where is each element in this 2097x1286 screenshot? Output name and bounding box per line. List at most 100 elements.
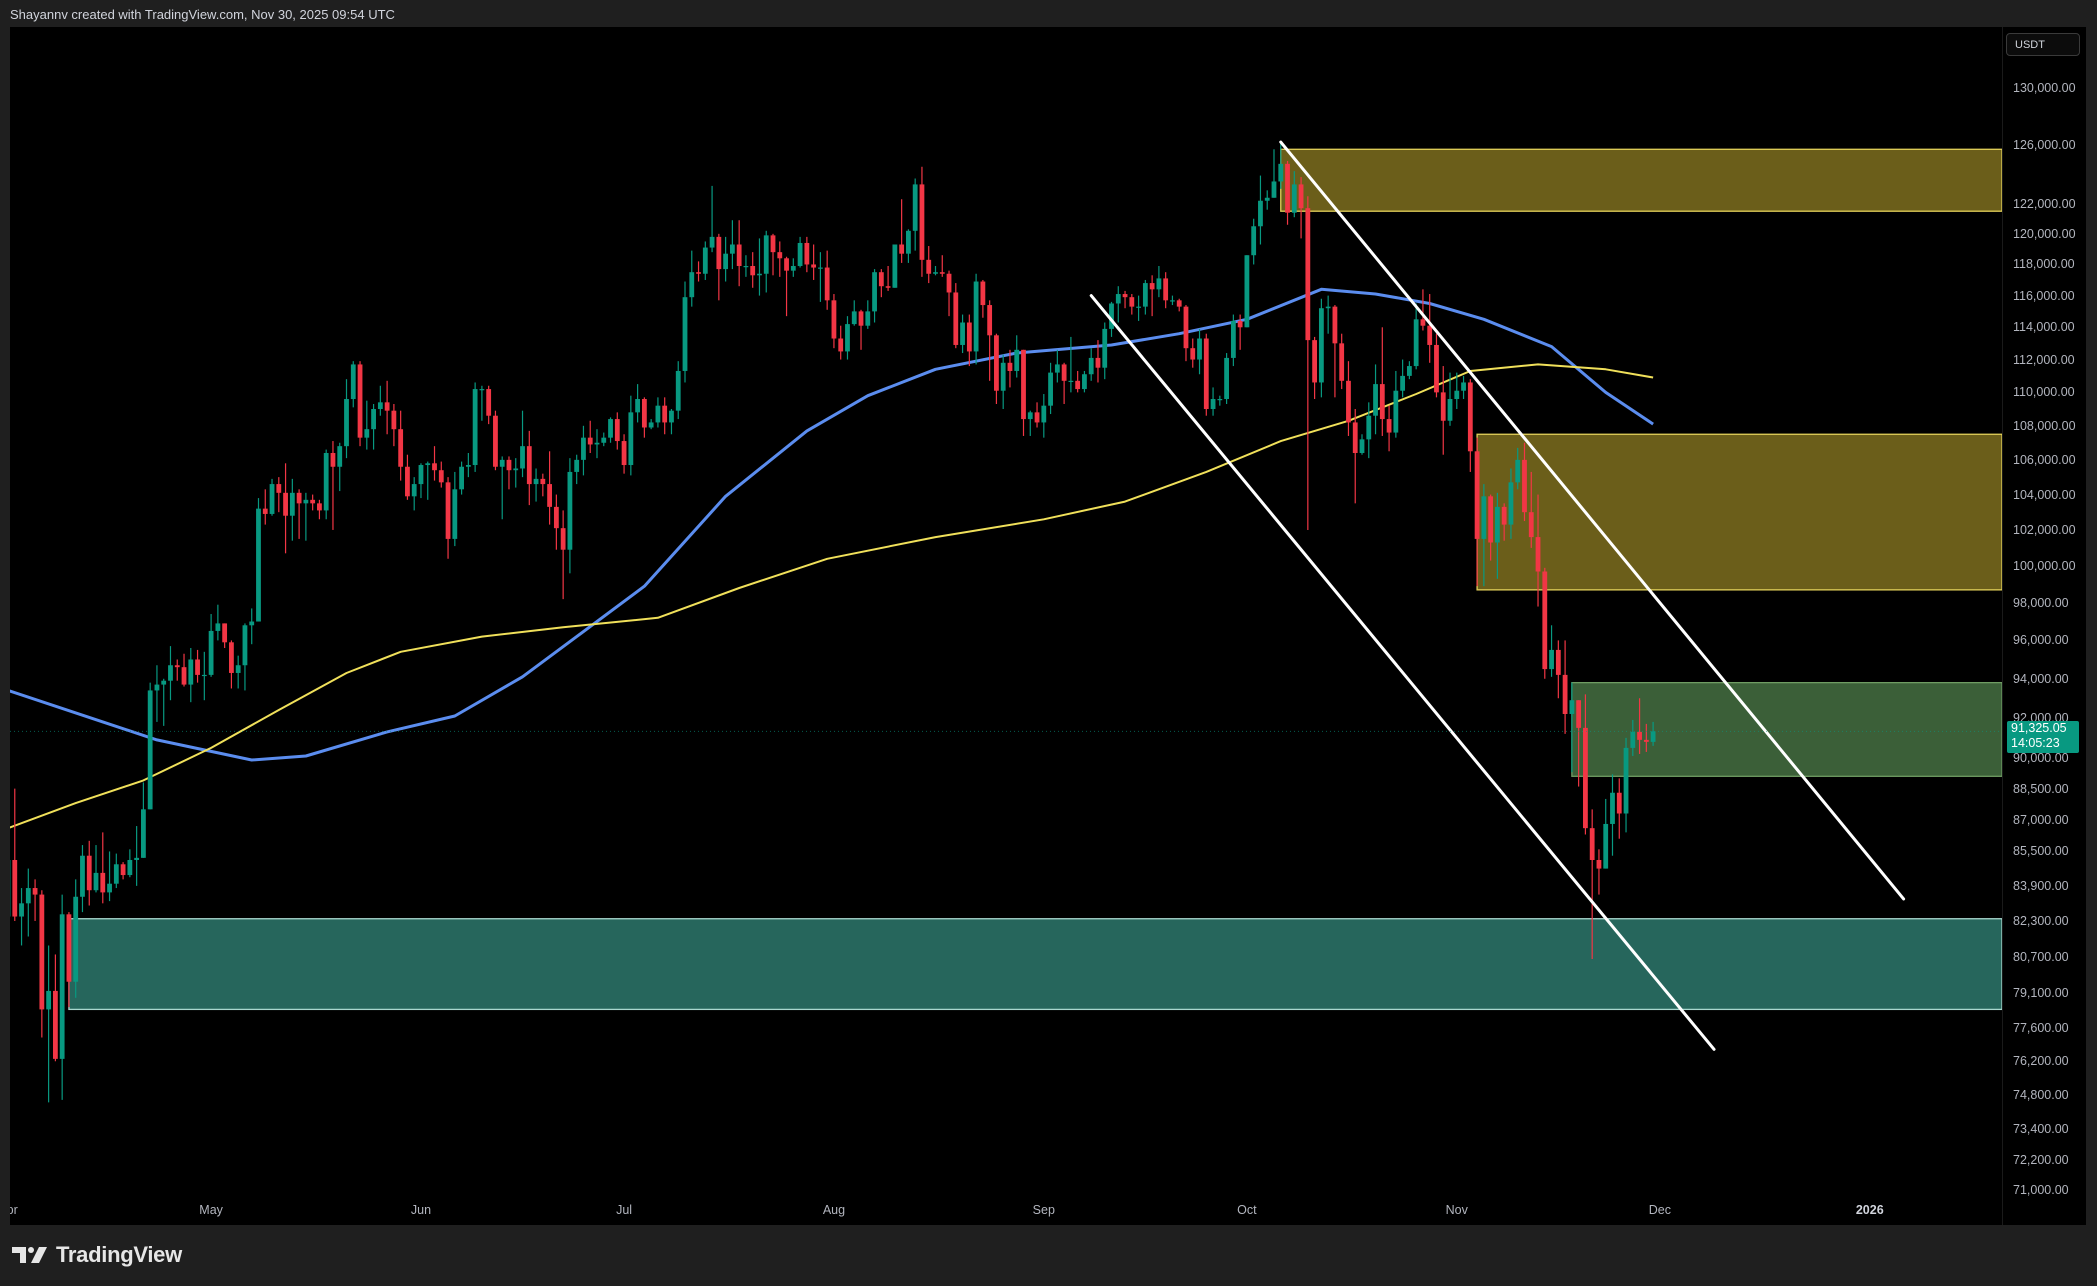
candle-body bbox=[1082, 374, 1087, 390]
candle-body bbox=[1650, 731, 1656, 742]
last-price-value: 91,325.05 bbox=[2011, 721, 2067, 736]
candle bbox=[1230, 314, 1236, 367]
candle-body bbox=[533, 478, 539, 485]
candle-body bbox=[127, 859, 133, 876]
candle-body bbox=[344, 399, 349, 447]
candle bbox=[1027, 410, 1033, 436]
candle-body bbox=[851, 311, 857, 325]
candle bbox=[1603, 798, 1609, 869]
candle-body bbox=[1508, 482, 1514, 525]
candle-body bbox=[1034, 412, 1040, 423]
candle-body bbox=[1359, 439, 1365, 453]
candle bbox=[174, 659, 180, 681]
candle bbox=[73, 879, 79, 998]
tradingview-logo[interactable]: TradingView bbox=[12, 1242, 182, 1268]
candle bbox=[540, 473, 546, 497]
candle-body bbox=[912, 184, 918, 231]
candle-body bbox=[1061, 364, 1067, 381]
candle-body bbox=[1088, 357, 1094, 375]
candle-body bbox=[865, 311, 871, 326]
candle bbox=[310, 494, 316, 511]
candle-body bbox=[161, 680, 167, 685]
candle bbox=[1495, 492, 1500, 579]
candle bbox=[1068, 336, 1074, 393]
candle bbox=[100, 832, 106, 904]
candle bbox=[1129, 294, 1135, 315]
candle-body bbox=[303, 499, 309, 504]
candle bbox=[1271, 149, 1277, 198]
candle bbox=[1305, 196, 1311, 530]
candle bbox=[208, 614, 214, 677]
candle-body bbox=[709, 236, 715, 248]
candle-body bbox=[1285, 163, 1290, 213]
candle-body bbox=[12, 859, 18, 917]
candle bbox=[553, 494, 559, 550]
candle-body bbox=[438, 470, 444, 483]
candle bbox=[641, 397, 647, 438]
candle bbox=[391, 404, 397, 447]
candle-body bbox=[1176, 300, 1182, 307]
candle-body bbox=[1095, 357, 1101, 368]
candle-body bbox=[242, 625, 248, 666]
plot-area[interactable] bbox=[10, 27, 2002, 1197]
candle-body bbox=[59, 914, 65, 1059]
candle bbox=[262, 489, 268, 525]
candle bbox=[784, 256, 789, 317]
candle bbox=[608, 417, 613, 443]
candle-body bbox=[1021, 349, 1026, 420]
candle bbox=[1461, 375, 1466, 400]
price-chart[interactable] bbox=[10, 27, 2002, 1197]
candle-body bbox=[729, 244, 735, 254]
candle bbox=[1474, 437, 1480, 587]
candle-body bbox=[405, 466, 410, 497]
candle bbox=[418, 463, 424, 499]
candle bbox=[337, 442, 343, 492]
candle-body bbox=[1528, 512, 1534, 538]
candle bbox=[980, 279, 986, 318]
candle bbox=[946, 270, 952, 317]
candle bbox=[357, 361, 363, 447]
candle-body bbox=[391, 410, 397, 430]
candle-body bbox=[1210, 399, 1216, 410]
price-tick-label: 118,000.00 bbox=[2013, 257, 2075, 272]
candle bbox=[147, 682, 153, 810]
candle bbox=[1021, 349, 1026, 436]
candle-body bbox=[635, 399, 641, 413]
candle-body bbox=[432, 463, 437, 471]
currency-button[interactable]: USDT bbox=[2006, 33, 2080, 56]
candle-body bbox=[770, 235, 776, 253]
time-axis[interactable]: Apr May Jun Jul Aug Sep Oct Nov Dec 2026 bbox=[10, 1197, 2002, 1225]
candle bbox=[797, 236, 803, 268]
candle bbox=[242, 623, 248, 691]
candle bbox=[276, 477, 282, 513]
candle-body bbox=[587, 437, 593, 445]
candle bbox=[1285, 160, 1290, 225]
candle bbox=[472, 382, 478, 472]
candle bbox=[405, 454, 410, 500]
candle bbox=[655, 397, 661, 428]
candle-body bbox=[1542, 571, 1548, 670]
candle bbox=[587, 420, 593, 453]
chart-panel[interactable]: Apr May Jun Jul Aug Sep Oct Nov Dec 2026 USDT 130… bbox=[10, 27, 2086, 1225]
candle-body bbox=[641, 399, 647, 428]
candle bbox=[188, 648, 194, 703]
candle bbox=[452, 471, 458, 547]
candle-body bbox=[1434, 344, 1439, 393]
candle bbox=[1549, 625, 1554, 677]
price-tick-label: 120,000.00 bbox=[2013, 226, 2076, 241]
candle bbox=[1122, 290, 1128, 309]
candle-body bbox=[201, 674, 207, 677]
candle bbox=[581, 425, 586, 476]
candle bbox=[1041, 394, 1047, 438]
candle-body bbox=[953, 292, 959, 345]
candle-body bbox=[1054, 364, 1060, 373]
candle bbox=[222, 623, 228, 649]
candle-body bbox=[86, 855, 92, 891]
candle bbox=[1434, 333, 1439, 398]
candle-body bbox=[222, 623, 228, 643]
price-axis[interactable]: USDT 130,000.00 126,000.00 122,000.00 120,0… bbox=[2002, 27, 2086, 1225]
candle bbox=[506, 456, 512, 490]
candle bbox=[154, 665, 160, 722]
candle bbox=[1583, 694, 1588, 835]
candle-body bbox=[763, 235, 769, 274]
